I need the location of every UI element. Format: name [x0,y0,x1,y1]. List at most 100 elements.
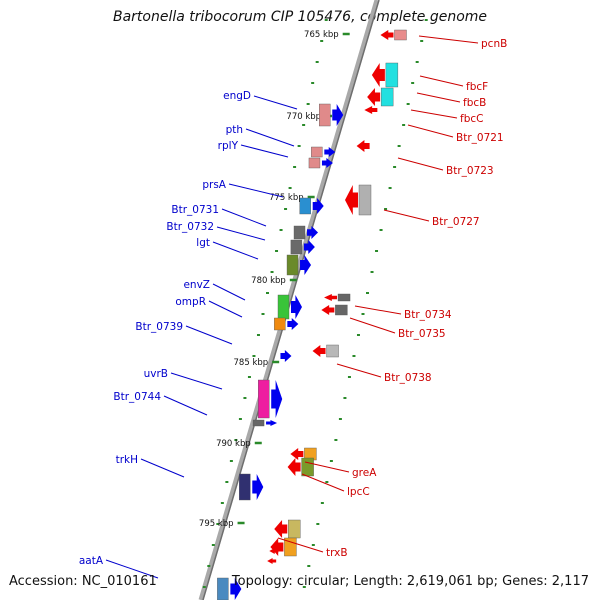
gene-arrow-prsA [312,198,324,214]
gene-arrow-trxB2 [270,538,284,556]
gene-arrow-Btr_0744 [266,420,278,426]
gene-arrow-greA [290,448,304,460]
gene-box-rplY [308,157,321,169]
gene-box-pcnB [394,29,407,41]
accession-text: Accession: NC_010161 [9,574,157,589]
gene-arrow-aatA [230,578,242,600]
gene-label-Btr_0723: Btr_0723 [446,165,494,177]
leader-line-ompR [208,300,243,318]
scale-label-kbp-795: 795 kbp [199,519,234,529]
gene-label-lpcC: lpcC [347,486,370,498]
scale-label-kbp-770: 770 kbp [286,112,321,122]
leader-line-Btr_0721 [407,124,454,138]
gene-box-trxB [288,519,301,539]
gene-arrow-Btr_0721 [356,140,370,152]
gene-label-Btr_0721: Btr_0721 [456,132,504,144]
gene-box-lpcC [301,457,314,477]
gene-box-pth [311,146,323,158]
gene-label-Btr_0732: Btr_0732 [166,221,214,233]
gene-label-greA: greA [352,467,377,479]
gene-arrow-trxB-small-a [269,548,279,554]
leader-line-trxB [277,537,324,553]
gene-label-Btr_0739: Btr_0739 [135,321,183,333]
gene-arrow-trxB [274,520,288,538]
gene-arrow-fbcF [371,63,385,87]
gene-label-fbcC: fbcC [460,113,483,125]
leader-line-Btr_0727 [383,209,430,222]
gene-box-fbcF [385,62,399,88]
leader-line-Btr_0738 [336,363,382,378]
gene-arrow-uvrB [271,380,283,418]
gene-label-envZ: envZ [183,279,210,291]
leader-line-lgt [212,241,259,260]
scale-label-kbp-775: 775 kbp [269,193,304,203]
leader-line-pth [245,128,295,147]
scale-label-kbp-785: 785 kbp [234,358,269,368]
gene-arrow-Btr_0732 [303,240,315,254]
gene-arrow-Btr_0738 [312,345,326,357]
gene-box-Btr_0738 [326,344,339,358]
gene-label-trxB: trxB [326,547,348,559]
gene-label-fbcF: fbcF [466,81,488,93]
leader-line-lpcC [301,473,345,492]
gene-box-trkH [239,473,251,501]
gene-box-prsA [299,197,311,215]
gene-arrow-rplY [321,158,333,168]
gene-arrow-fbcC [364,106,378,114]
gene-label-pth: pth [226,124,243,136]
gene-label-trkH: trkH [116,454,138,466]
leader-line-Btr_0734 [354,305,402,315]
leader-line-aatA [105,559,159,579]
gene-box-engD [319,103,331,127]
gene-label-lgt: lgt [196,237,210,249]
gene-label-Btr_0731: Btr_0731 [171,204,219,216]
gene-box-Btr_0735 [335,304,348,316]
leader-line-prsA [228,183,284,198]
gene-arrow-engD [332,104,344,126]
gene-arrow-pth [324,147,336,157]
gene-arrow-ompR [287,318,299,330]
gene-box-Btr_0732 [290,239,303,255]
gene-arrow-fbcB [367,88,381,106]
gene-label-prsA: prsA [202,179,226,191]
scale-label-kbp-790: 790 kbp [216,439,251,449]
gene-label-fbcB: fbcB [463,97,486,109]
gene-box-ompR [274,317,286,331]
genome-backbone-shade [202,0,380,600]
gene-box-Btr_0727 [358,184,372,216]
leader-line-fbcC [410,109,458,119]
gene-arrow-Btr_0727 [345,185,358,215]
gene-label-Btr_0734: Btr_0734 [404,309,452,321]
gene-box-Btr_0744 [252,419,265,427]
leader-line-pcnB [418,35,479,44]
gene-box-lgt [286,254,299,276]
gene-arrow-trxB-small-b [267,558,277,564]
gene-arrow-Btr_0734 [324,294,338,301]
gene-arrow-Btr_0731 [307,226,319,239]
gene-label-Btr_0727: Btr_0727 [432,216,480,228]
gene-box-envZ [277,294,290,320]
genome-summary-text: Topology: circular; Length: 2,619,061 bp… [231,574,589,589]
gene-box-Btr_0731 [293,225,306,240]
gene-arrow-Btr_0735 [321,305,335,315]
gene-box-Btr_0734 [337,293,351,302]
leader-line-Btr_0732 [216,226,266,241]
leader-line-Btr_0723 [397,157,444,171]
gene-label-ompR: ompR [175,296,206,308]
gene-label-pcnB: pcnB [481,38,507,50]
scale-label-kbp-780: 780 kbp [251,276,286,286]
scale-label-kbp-765: 765 kbp [304,30,339,40]
gene-arrow-lpcC [287,458,301,476]
leader-line-fbcB [416,92,461,103]
leader-line-engD [253,95,298,110]
leader-line-uvrB [170,372,223,390]
gene-label-engD: engD [223,90,251,102]
leader-line-envZ [212,283,246,301]
leader-line-fbcF [419,75,464,87]
gene-box-fbcB [380,87,394,107]
gene-label-aatA: aatA [79,555,104,567]
leader-line-Btr_0735 [349,317,396,334]
leader-line-trkH [140,458,185,478]
